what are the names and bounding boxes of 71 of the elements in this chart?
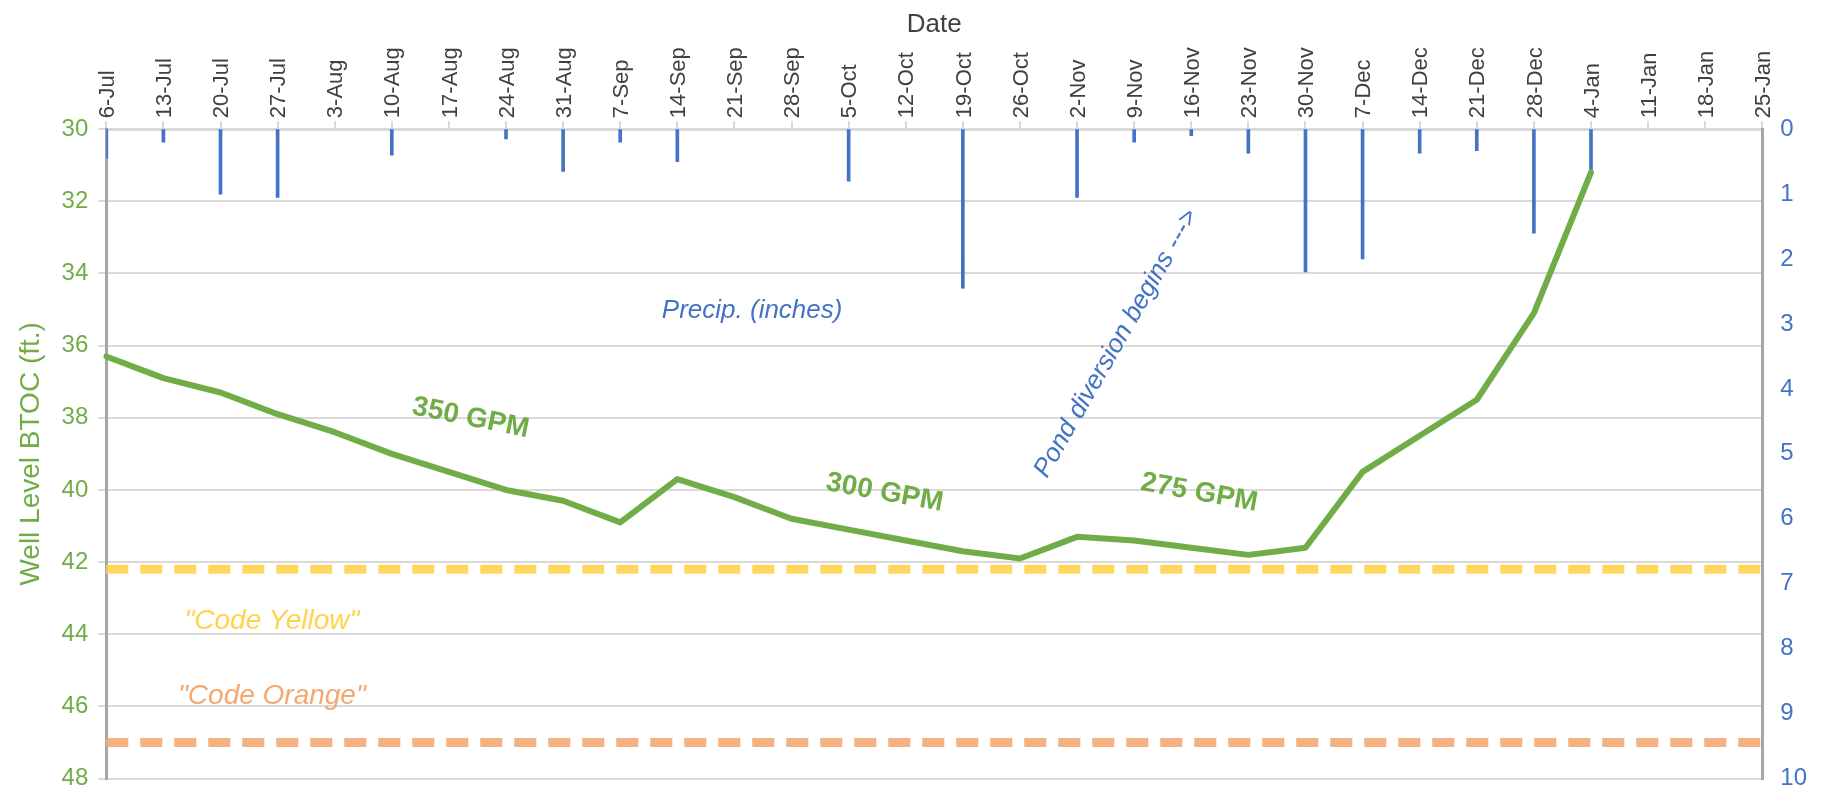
y-tick-label: 38 bbox=[61, 402, 89, 430]
y-tick-label: 42 bbox=[61, 546, 89, 574]
x-tick-label: 28-Sep bbox=[779, 47, 805, 119]
bar bbox=[1589, 129, 1593, 173]
x-tick-label: 21-Dec bbox=[1464, 47, 1490, 119]
x-tick-label: 28-Dec bbox=[1521, 47, 1547, 119]
y-tick-label: 32 bbox=[61, 185, 89, 213]
x-tick-label: 25-Jan bbox=[1749, 50, 1775, 119]
bar bbox=[1075, 129, 1079, 198]
y-tick-label: 48 bbox=[61, 763, 89, 791]
x-tick-label: 4-Jan bbox=[1578, 63, 1604, 119]
bar bbox=[1132, 129, 1136, 143]
bar bbox=[961, 129, 965, 289]
ref-line-label: "Code Yellow" bbox=[184, 604, 361, 636]
y-tick-label: 44 bbox=[61, 618, 89, 646]
y2-tick-label: 7 bbox=[1780, 568, 1794, 596]
x-tick-label: 24-Aug bbox=[493, 47, 519, 119]
bar bbox=[561, 129, 565, 172]
x-tick-label: 11-Jan bbox=[1635, 52, 1661, 119]
y-tick-label: 36 bbox=[61, 330, 89, 358]
y-tick-label: 46 bbox=[61, 691, 89, 719]
x-tick-label: 10-Aug bbox=[379, 47, 405, 119]
y2-tick-label: 5 bbox=[1780, 438, 1794, 466]
ref-line-label: "Code Orange" bbox=[177, 679, 367, 711]
x-tick-label: 30-Nov bbox=[1293, 47, 1319, 119]
y2-tick-label: 8 bbox=[1780, 633, 1794, 661]
y2-tick-label: 2 bbox=[1780, 243, 1794, 271]
y2-tick-label: 6 bbox=[1780, 503, 1794, 531]
x-tick-label: 13-Jul bbox=[151, 58, 177, 119]
bar bbox=[1417, 129, 1422, 154]
x-tick-label: 5-Oct bbox=[836, 64, 862, 119]
x-tick-label: 16-Nov bbox=[1178, 47, 1204, 119]
x-tick-label: 7-Sep bbox=[607, 59, 633, 119]
x-tick-label: 23-Nov bbox=[1236, 47, 1262, 119]
annotation: 300 GPM bbox=[823, 465, 946, 517]
bar bbox=[1189, 129, 1194, 136]
bar bbox=[504, 129, 508, 140]
x-tick-label: 26-Oct bbox=[1007, 52, 1033, 119]
annotation: 275 GPM bbox=[1138, 465, 1261, 517]
y2-tick-label: 0 bbox=[1780, 113, 1794, 141]
annotation: Precip. (inches) bbox=[661, 294, 843, 325]
x-tick-label: 3-Aug bbox=[322, 59, 348, 119]
x-tick-label: 27-Jul bbox=[265, 58, 291, 119]
x-tick-label: 18-Jan bbox=[1692, 50, 1718, 119]
y-tick-label: 34 bbox=[61, 258, 89, 286]
x-tick-label: 12-Oct bbox=[893, 52, 919, 119]
x-tick-label: 14-Dec bbox=[1407, 47, 1433, 119]
x-tick-label: 21-Sep bbox=[722, 47, 748, 119]
x-tick-label: 9-Nov bbox=[1121, 59, 1147, 119]
y-tick-label: 40 bbox=[61, 474, 89, 502]
x-tick-label: 7-Dec bbox=[1350, 59, 1376, 119]
annotation: 350 GPM bbox=[409, 389, 533, 444]
y2-tick-label: 3 bbox=[1780, 308, 1794, 336]
y2-tick-label: 4 bbox=[1780, 373, 1794, 401]
y-tick-label: 30 bbox=[61, 113, 89, 141]
x-tick-label: 14-Sep bbox=[665, 47, 690, 119]
x-tick-label: 6-Jul bbox=[93, 70, 119, 119]
y2-tick-label: 9 bbox=[1780, 698, 1794, 726]
bar bbox=[618, 129, 623, 143]
x-axis-title: Date bbox=[906, 7, 962, 38]
bar bbox=[389, 129, 394, 156]
y-axis-title: Well Level BTOC (ft.) bbox=[13, 322, 45, 586]
x-tick-label: 19-Oct bbox=[950, 52, 976, 119]
y2-tick-label: 1 bbox=[1780, 178, 1794, 206]
y2-tick-label: 10 bbox=[1780, 763, 1808, 791]
x-tick-label: 2-Nov bbox=[1064, 59, 1090, 119]
bar bbox=[1532, 129, 1536, 234]
x-tick-label: 20-Jul bbox=[208, 58, 234, 119]
x-tick-label: 31-Aug bbox=[550, 47, 576, 119]
x-tick-label: 17-Aug bbox=[436, 47, 462, 119]
bar bbox=[1474, 129, 1479, 151]
